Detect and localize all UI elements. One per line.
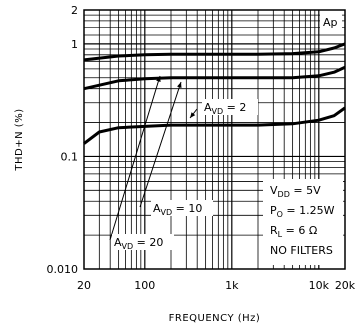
condition-line: NO FILTERS [270, 244, 333, 257]
condition-line: VDD = 5V [270, 184, 321, 199]
series-line-2 [83, 65, 346, 91]
conditions-box: VDD = 5V PO = 1.25W RL = 6 Ω NO FILTERS [263, 179, 343, 265]
annotation-arrows [109, 75, 198, 241]
y-tick-label: 0.1 [61, 150, 79, 163]
y-tick-label: 0.010 [47, 263, 79, 276]
label-avd10-bg [151, 200, 213, 216]
condition-line: PO = 1.25W [270, 204, 335, 219]
series-group [83, 42, 346, 145]
x-axis-label: FREQUENCY (Hz) [169, 313, 261, 324]
x-tick-label: 100 [134, 279, 155, 292]
y-axis-label: THD+N (%) [14, 108, 25, 171]
tick-labels: 20 100 1k 10k 20k 0.010 0.1 1 2 [47, 4, 356, 292]
x-tick-label: 20k [335, 279, 356, 292]
arrow-avd20 [109, 75, 161, 241]
series-line-1 [83, 42, 346, 62]
label-avd20: AVD = 20 [114, 236, 163, 251]
gain-labels: AVD = 2 AVD = 10 AVD = 20 [112, 99, 258, 251]
corner-label-bg [320, 14, 342, 30]
x-tick-label: 1k [225, 279, 239, 292]
arrow-avd10 [139, 81, 182, 208]
y-tick-label: 2 [71, 4, 78, 17]
plot-frame [83, 9, 346, 270]
y-tick-label: 1 [71, 38, 78, 51]
condition-line: RL = 6 Ω [270, 224, 317, 239]
x-tick-label: 20 [77, 279, 91, 292]
corner-label: Ap [323, 16, 338, 29]
arrow-avd2-head [190, 112, 196, 118]
series-line-3 [83, 106, 346, 145]
x-tick-label: 10k [309, 279, 330, 292]
arrow-avd20-head [156, 76, 161, 82]
label-avd2: AVD = 2 [204, 101, 246, 116]
conditions-bg [263, 179, 343, 265]
label-avd2-bg [202, 99, 258, 115]
label-avd20-bg [112, 234, 174, 250]
arrow-avd10-head [177, 82, 182, 88]
label-avd10: AVD = 10 [153, 202, 202, 217]
